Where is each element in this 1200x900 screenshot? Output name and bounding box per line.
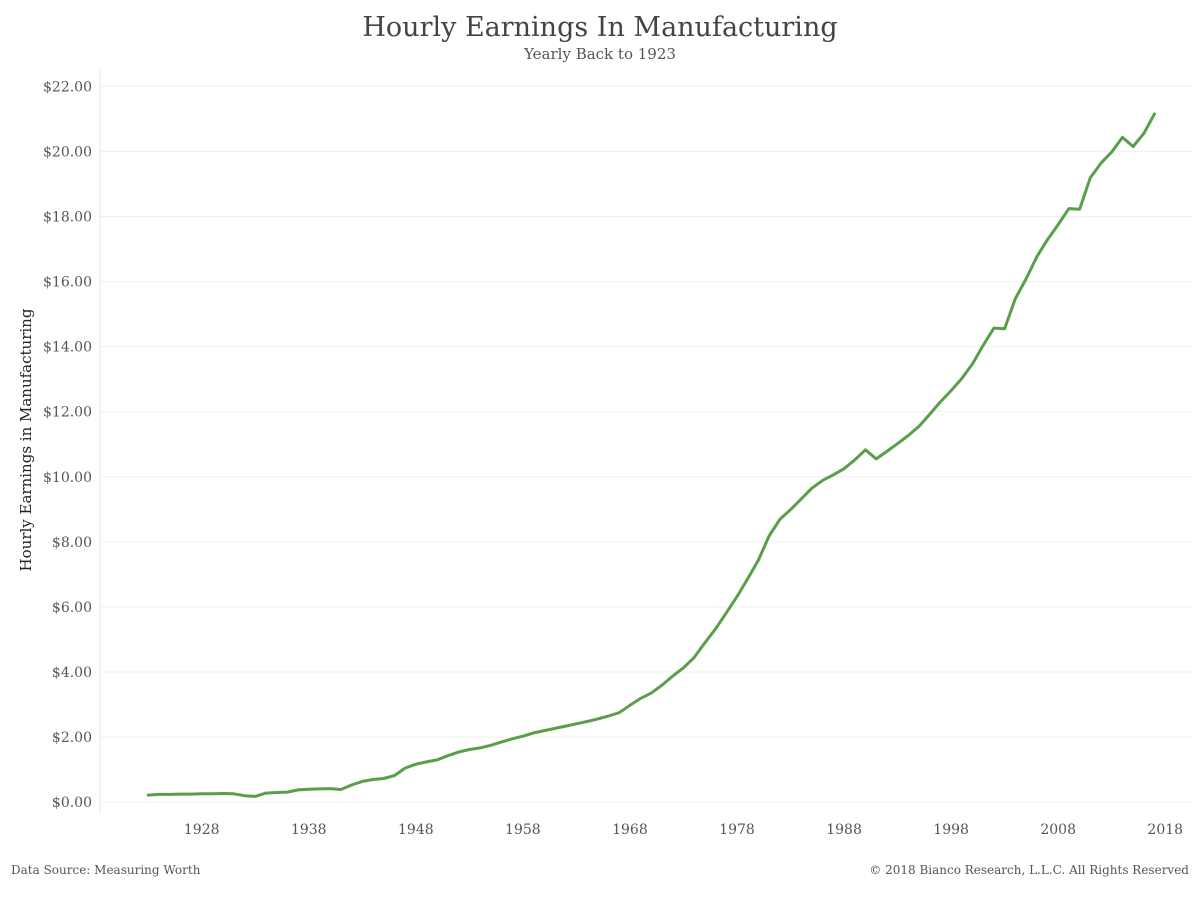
y-tick-label: $20.00 [43, 144, 92, 160]
chart-subtitle: Yearly Back to 1923 [524, 45, 676, 63]
x-tick-label: 2008 [1040, 822, 1076, 838]
y-tick-label: $0.00 [52, 795, 92, 811]
chart-title: Hourly Earnings In Manufacturing [362, 12, 838, 43]
x-tick-label: 1958 [505, 822, 541, 838]
copyright-note: © 2018 Bianco Research, L.L.C. All Right… [869, 863, 1189, 877]
x-tick-label: 1998 [933, 822, 969, 838]
y-tick-label: $6.00 [52, 600, 92, 616]
y-tick-label: $18.00 [43, 209, 92, 225]
y-tick-label: $8.00 [52, 535, 92, 551]
series-group [146, 112, 1156, 798]
x-tick-label: 2018 [1147, 822, 1183, 838]
y-axis-ticks: $0.00 $2.00 $4.00 $6.00 $8.00 $10.00 $12.00 $14… [43, 79, 92, 811]
y-tick-label: $12.00 [43, 405, 92, 421]
y-tick-label: $22.00 [43, 79, 92, 95]
x-tick-label: 1968 [612, 822, 648, 838]
y-tick-label: $10.00 [43, 470, 92, 486]
x-tick-label: 1978 [719, 822, 755, 838]
data-source-note: Data Source: Measuring Worth [11, 863, 201, 877]
series-line [146, 112, 1156, 798]
gridlines [99, 70, 1192, 812]
x-tick-label: 1938 [291, 822, 327, 838]
y-tick-label: $14.00 [43, 340, 92, 356]
x-tick-label: 1988 [826, 822, 862, 838]
y-tick-label: $4.00 [52, 665, 92, 681]
x-axis-ticks: 1928 1938 1948 1958 1968 1978 1988 1998 2008 2018 [184, 822, 1183, 838]
y-tick-label: $16.00 [43, 275, 92, 291]
y-tick-label: $2.00 [52, 730, 92, 746]
x-tick-label: 1928 [184, 822, 220, 838]
x-tick-label: 1948 [398, 822, 434, 838]
